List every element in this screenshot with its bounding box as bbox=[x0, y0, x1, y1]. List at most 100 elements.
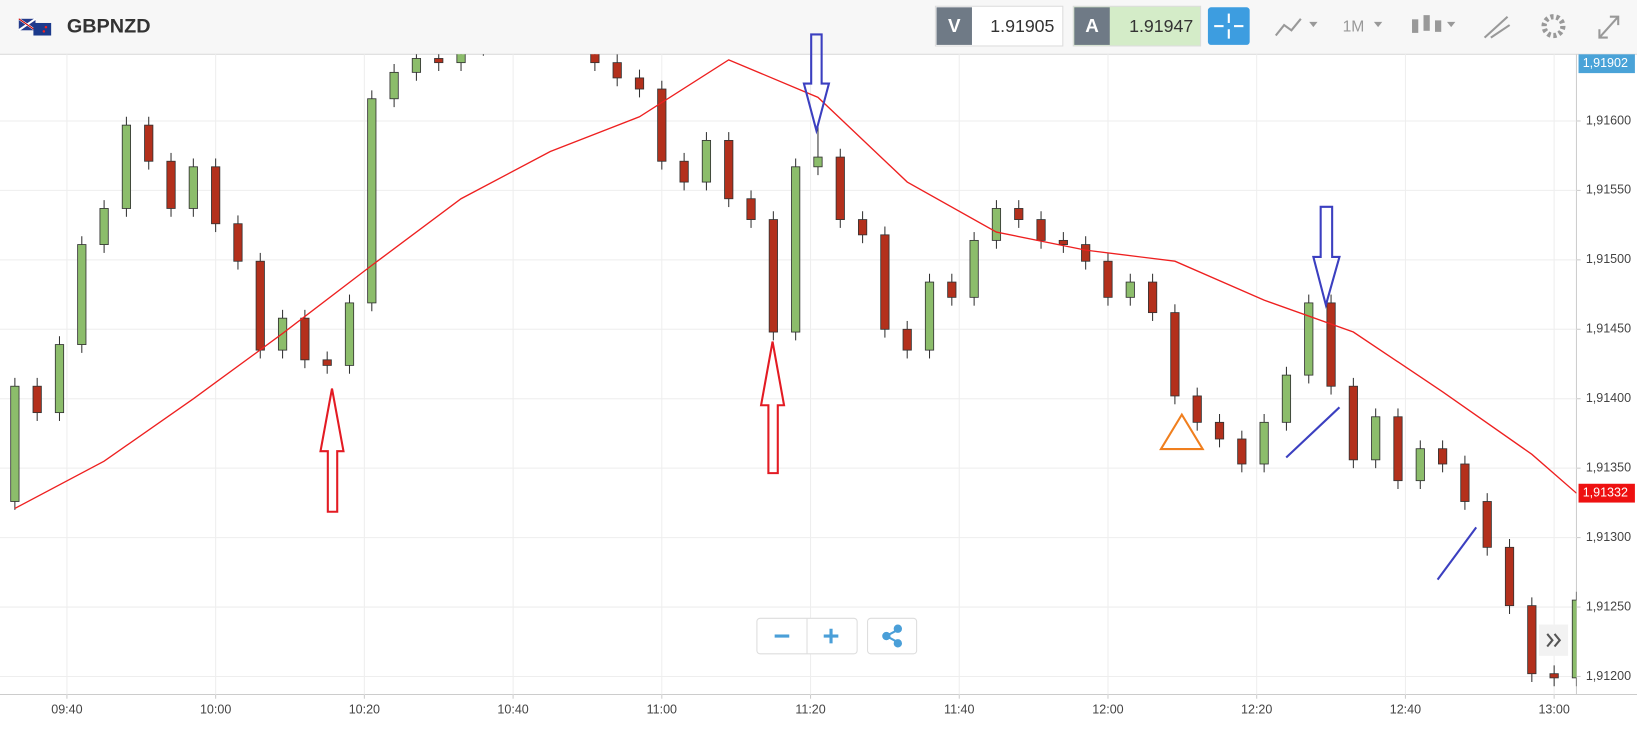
y-tick-label: 1,91350 bbox=[1586, 460, 1631, 474]
candle-body bbox=[456, 54, 466, 64]
candle-body bbox=[1326, 302, 1336, 387]
candle-body bbox=[1371, 416, 1381, 461]
candle-body bbox=[1237, 438, 1247, 465]
candle-body bbox=[969, 239, 979, 298]
y-tick-label: 1,91300 bbox=[1586, 530, 1631, 544]
candle-body bbox=[367, 98, 377, 304]
candle-body bbox=[389, 71, 399, 100]
grid bbox=[0, 54, 1577, 695]
crosshair-button[interactable] bbox=[1207, 7, 1250, 45]
candle-body bbox=[768, 219, 778, 333]
share-box[interactable] bbox=[867, 617, 918, 655]
x-tick-label: 13:00 bbox=[1538, 703, 1569, 717]
candle-body bbox=[255, 260, 265, 351]
candle-body bbox=[880, 234, 890, 330]
plot bbox=[10, 54, 1577, 687]
candle-body bbox=[590, 54, 600, 64]
settings-hole bbox=[1549, 21, 1558, 31]
candle-body bbox=[166, 160, 176, 209]
candle-body bbox=[1192, 395, 1202, 423]
candle-body bbox=[233, 223, 243, 262]
candle-body bbox=[1549, 673, 1559, 679]
down-arrow bbox=[802, 33, 831, 135]
candle-body bbox=[144, 124, 154, 162]
trend-line bbox=[1436, 526, 1478, 581]
candle-body bbox=[1460, 463, 1470, 502]
candle-body bbox=[1504, 546, 1515, 607]
candle-body bbox=[188, 166, 198, 209]
price-label-box bbox=[1578, 54, 1635, 74]
zoom-controls bbox=[756, 617, 1569, 656]
chart-type-button[interactable] bbox=[1274, 18, 1318, 37]
x-tick-label: 11:40 bbox=[944, 703, 974, 717]
candle-body bbox=[657, 88, 667, 162]
x-tick-label: 10:00 bbox=[200, 703, 231, 717]
bid-label: V bbox=[948, 15, 961, 36]
candle-body bbox=[1014, 208, 1024, 220]
candle-body bbox=[1259, 421, 1269, 465]
candle-body bbox=[1571, 599, 1577, 679]
candle-body bbox=[947, 281, 957, 298]
triangle bbox=[1159, 412, 1205, 451]
candle-body bbox=[679, 160, 689, 183]
candle-body bbox=[1527, 605, 1537, 675]
scroll-latest-icon bbox=[1546, 633, 1562, 648]
candle-body bbox=[612, 62, 622, 79]
candle-body bbox=[1081, 244, 1091, 262]
fullscreen-button[interactable] bbox=[1598, 15, 1620, 39]
x-tick-label: 09:40 bbox=[51, 703, 82, 717]
candle-body bbox=[1281, 374, 1292, 423]
flag-icon bbox=[18, 17, 52, 36]
candle-body bbox=[1058, 239, 1068, 245]
candle-body bbox=[32, 385, 42, 414]
candle-body bbox=[434, 58, 444, 64]
candle-body bbox=[1170, 312, 1180, 397]
candle-body bbox=[1348, 385, 1358, 461]
candle-body bbox=[1438, 448, 1448, 465]
y-tick-label: 1,91500 bbox=[1586, 252, 1631, 266]
candle-body bbox=[1482, 501, 1492, 548]
candle-body bbox=[54, 344, 65, 414]
candle-body bbox=[1214, 421, 1225, 440]
crosshair-icon bbox=[1214, 13, 1244, 39]
share-icon bbox=[882, 624, 903, 648]
candle-body bbox=[77, 244, 87, 345]
toolbar bbox=[0, 0, 1637, 55]
x-tick-label: 12:20 bbox=[1241, 703, 1272, 717]
candle-body bbox=[1304, 302, 1314, 376]
x-tick-label: 10:40 bbox=[497, 703, 528, 717]
candle-body bbox=[1147, 281, 1158, 314]
ask-label: A bbox=[1085, 15, 1099, 36]
moving-average bbox=[14, 59, 1577, 510]
x-tick-label: 10:20 bbox=[349, 703, 380, 717]
zoom-in[interactable] bbox=[823, 628, 839, 644]
y-tick-label: 1,91600 bbox=[1586, 113, 1631, 127]
trend-line bbox=[1285, 406, 1341, 459]
candle-body bbox=[701, 139, 712, 183]
draw-button[interactable] bbox=[1483, 15, 1511, 39]
timeframe[interactable]: 1M bbox=[1343, 18, 1365, 35]
candle-body bbox=[634, 77, 645, 90]
x-tick-label: 11:00 bbox=[647, 703, 677, 717]
candle-body bbox=[991, 208, 1002, 241]
settings-button[interactable] bbox=[1541, 14, 1566, 39]
candle-body bbox=[835, 156, 845, 220]
candle-body bbox=[902, 328, 912, 351]
candle-body bbox=[1415, 448, 1425, 482]
candles-button[interactable] bbox=[1412, 15, 1456, 33]
y-tick-label: 1,91200 bbox=[1586, 669, 1631, 683]
down-arrow bbox=[1312, 205, 1341, 309]
candle-body bbox=[300, 317, 310, 361]
x-tick-label: 12:40 bbox=[1390, 703, 1421, 717]
candle-body bbox=[1103, 260, 1113, 298]
axes: 1,91200 1,91250 1,91300 1,91350 1,91400 1,914… bbox=[51, 54, 1635, 717]
y-tick-label: 1,91450 bbox=[1586, 322, 1631, 336]
candle-body bbox=[724, 139, 734, 200]
candle-body bbox=[344, 302, 355, 366]
x-tick-label: 11:20 bbox=[795, 703, 825, 717]
up-arrow bbox=[319, 388, 345, 513]
annotations bbox=[319, 33, 1478, 581]
candle-body bbox=[746, 198, 756, 220]
candle-body bbox=[10, 385, 20, 502]
